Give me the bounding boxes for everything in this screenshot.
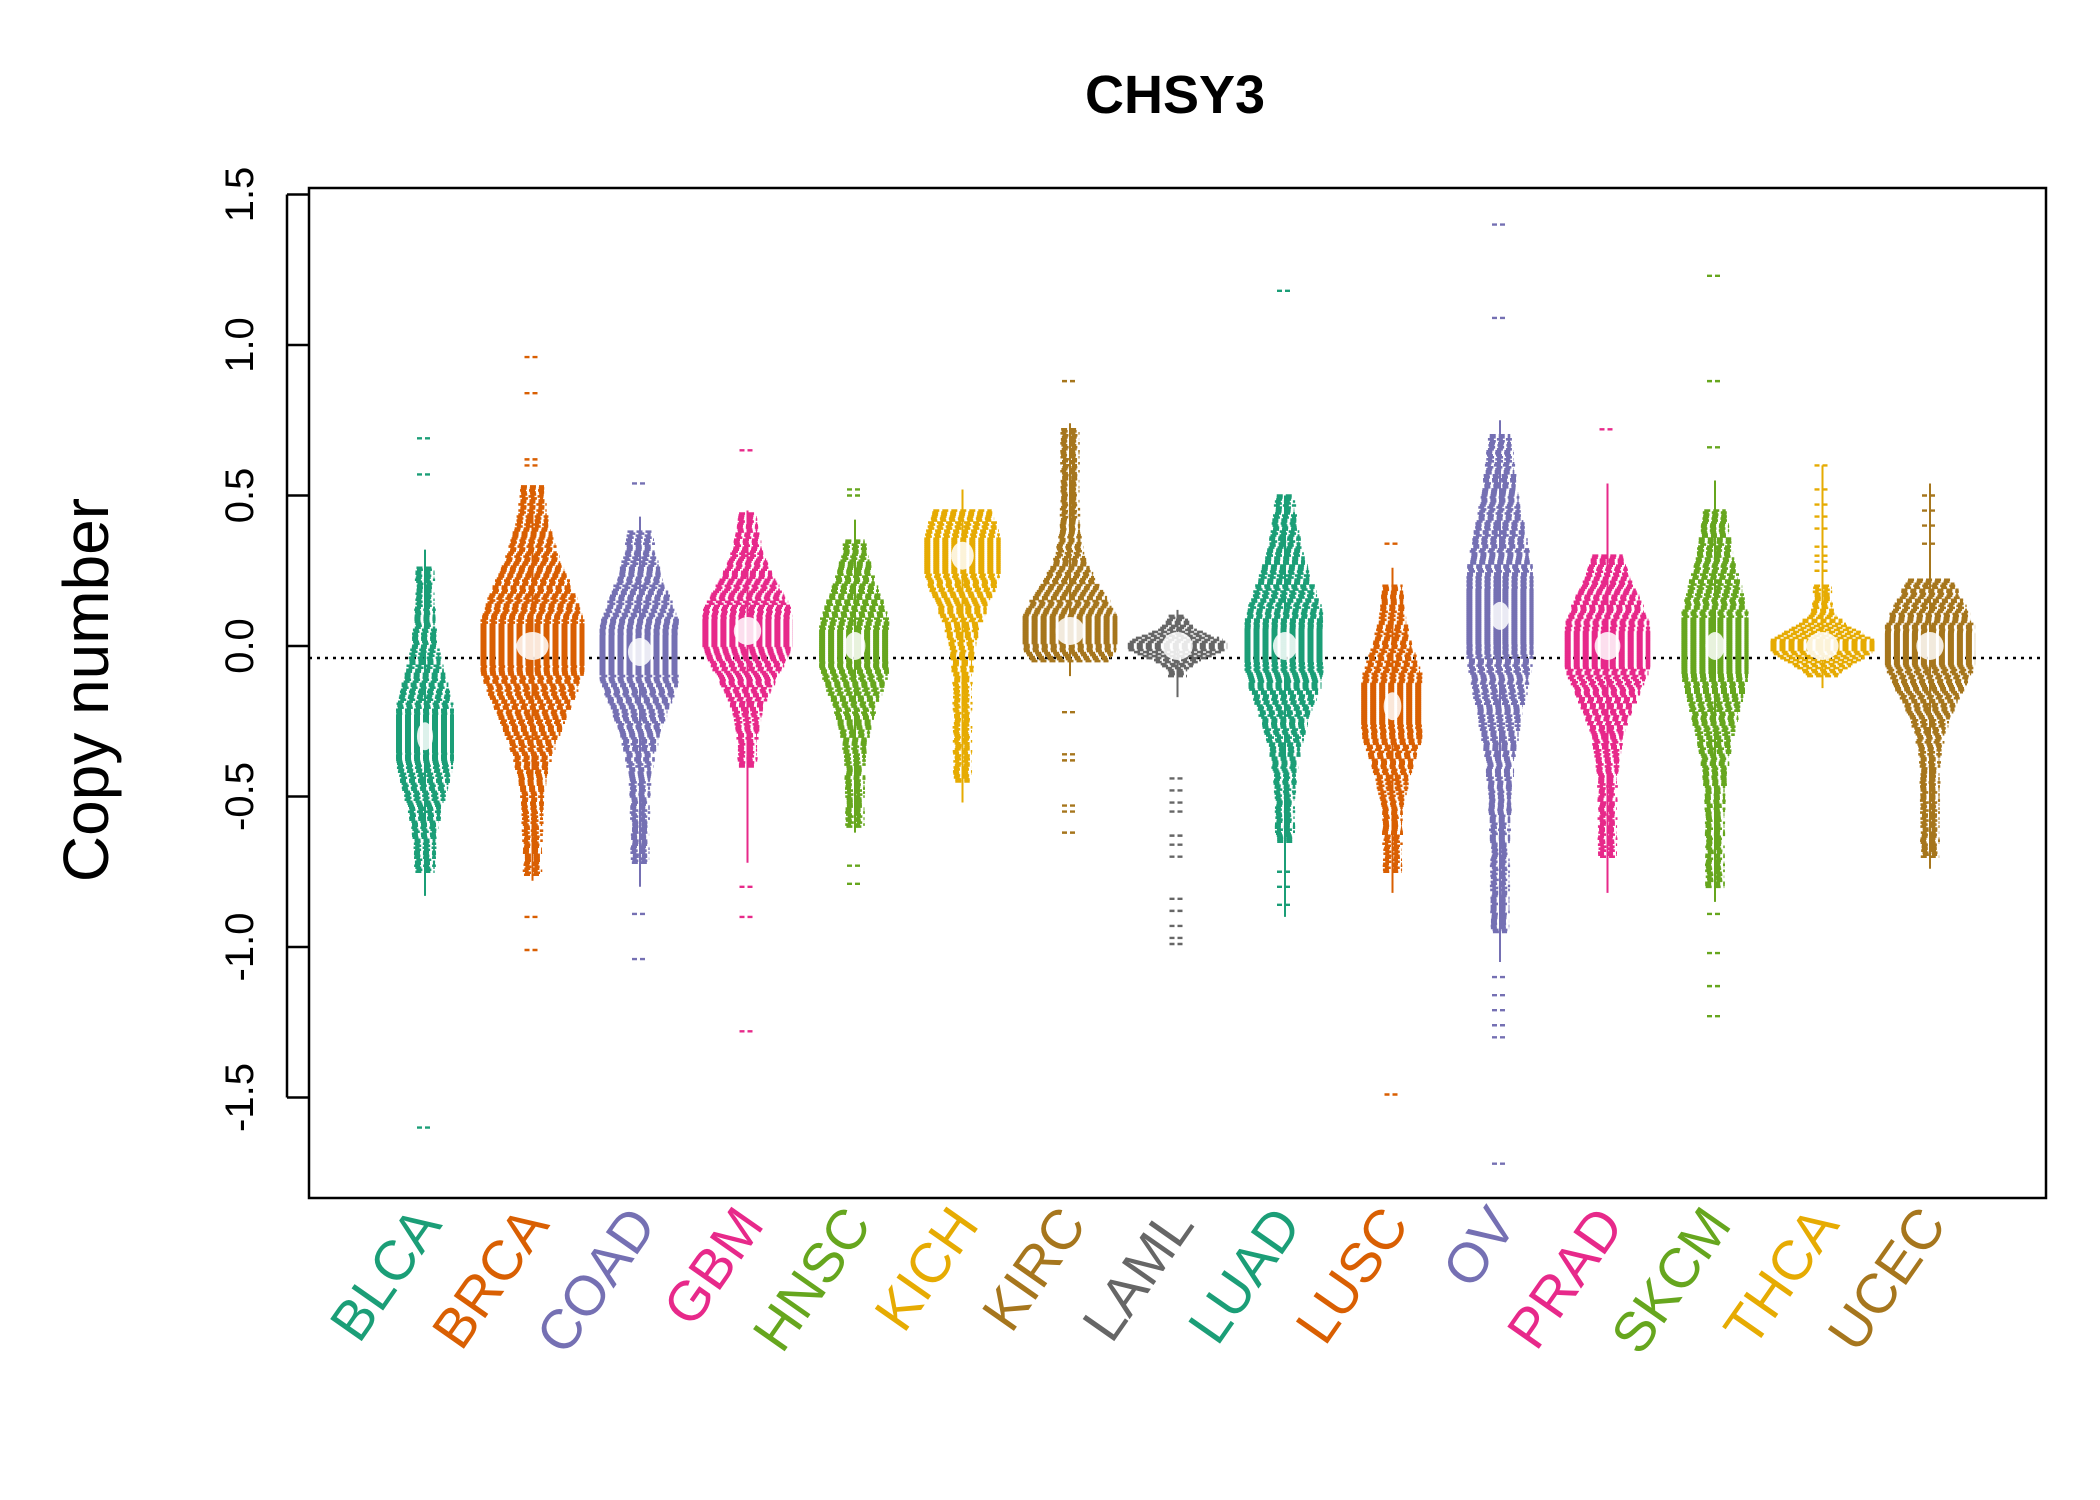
density-center (1806, 632, 1839, 660)
y-tick-label: 0.5 (218, 468, 262, 524)
group-lusc (1361, 542, 1424, 1096)
x-tick-label: SKCM (1598, 1196, 1742, 1365)
y-tick-label: 1.0 (218, 317, 262, 373)
y-tick-label: -0.5 (218, 762, 262, 831)
x-tick-label: LUSC (1283, 1196, 1420, 1355)
density-center (1490, 601, 1510, 630)
density-center (1705, 632, 1725, 660)
group-ov (1466, 223, 1534, 1165)
group-hnsc (819, 488, 891, 885)
group-thca (1770, 464, 1875, 689)
group-blca (396, 437, 454, 1129)
y-tick-label: -1.0 (218, 913, 262, 982)
y-tick-label: 1.5 (218, 167, 262, 223)
group-luad (1244, 289, 1326, 917)
density-center (1055, 616, 1085, 645)
y-tick-label: 0.0 (218, 618, 262, 674)
group-skcm (1681, 274, 1749, 1018)
density-center (733, 616, 762, 645)
x-tick-label: HNSC (740, 1196, 883, 1362)
x-tick-label: UCEC (1815, 1196, 1958, 1362)
density-center (1272, 632, 1298, 660)
density-center (627, 638, 653, 667)
group-brca (480, 355, 585, 952)
x-tick-label: KICH (862, 1196, 990, 1342)
density-center (951, 541, 974, 570)
x-tick-label: LUAD (1176, 1196, 1313, 1355)
group-kirc (1022, 379, 1118, 834)
y-tick-label: -1.5 (218, 1063, 262, 1132)
density-center (1916, 632, 1944, 660)
x-tick-label: COAD (523, 1196, 667, 1365)
plot-area (307, 186, 2048, 1200)
group-gbm (702, 449, 793, 1033)
density-center (1162, 632, 1193, 660)
density-center (416, 722, 434, 751)
y-axis-label: Copy number (50, 498, 122, 882)
density-center (516, 632, 549, 660)
group-laml (1127, 609, 1228, 946)
group-coad (599, 482, 681, 961)
x-tick-label: OV (1430, 1195, 1528, 1298)
density-center (1383, 692, 1402, 721)
plot-frame (307, 186, 2048, 1200)
group-prad (1564, 428, 1651, 893)
y-axis: -1.5 -1.0 -0.5 0.0 0.5 1.0 1.5 (218, 167, 309, 1132)
density-center (1594, 632, 1621, 660)
density-center (844, 632, 866, 660)
x-tick-label: LAML (1070, 1196, 1206, 1352)
group-ucec (1884, 483, 1976, 869)
group-kich (924, 489, 1001, 803)
chart-title: CHSY3 (1085, 65, 1265, 125)
